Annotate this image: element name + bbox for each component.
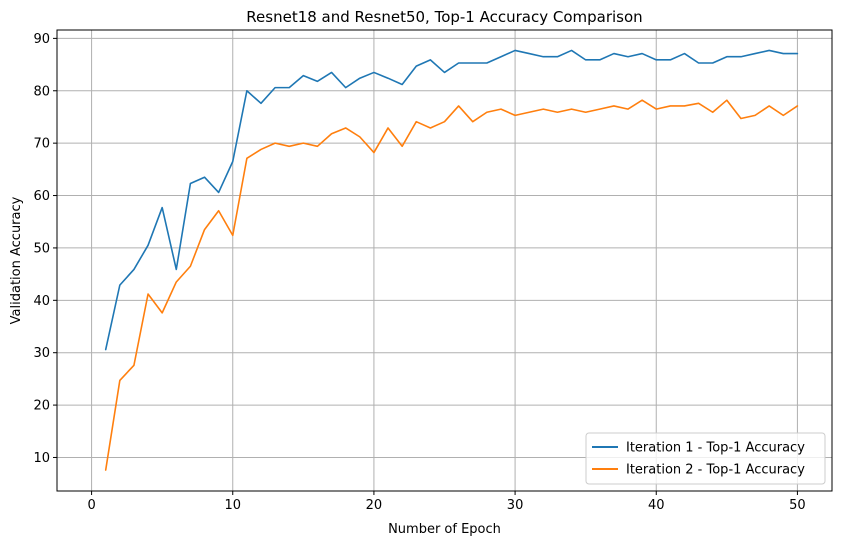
y-tick-label: 10 bbox=[33, 451, 50, 466]
y-axis-title: Validation Accuracy bbox=[9, 196, 24, 324]
legend-label-series-2: Iteration 2 - Top-1 Accuracy bbox=[626, 463, 805, 478]
legend-label-series-1: Iteration 1 - Top-1 Accuracy bbox=[626, 441, 805, 456]
x-axis-title: Number of Epoch bbox=[388, 522, 501, 537]
y-tick-label: 30 bbox=[33, 346, 50, 361]
x-tick-label: 0 bbox=[87, 498, 95, 513]
x-tick-label: 20 bbox=[366, 498, 383, 513]
y-axis-ticks: 10 20 30 40 50 60 70 80 90 bbox=[33, 32, 57, 466]
legend: Iteration 1 - Top-1 Accuracy Iteration 2… bbox=[585, 432, 826, 485]
y-tick-label: 70 bbox=[33, 137, 50, 152]
x-tick-label: 40 bbox=[648, 498, 665, 513]
x-tick-label: 50 bbox=[789, 498, 806, 513]
y-tick-label: 90 bbox=[33, 32, 50, 47]
chart-title: Resnet18 and Resnet50, Top-1 Accuracy Co… bbox=[246, 8, 642, 26]
x-axis-ticks: 0 10 20 30 40 50 bbox=[87, 491, 806, 513]
series-line-2 bbox=[104, 99, 799, 471]
y-tick-label: 60 bbox=[33, 189, 50, 204]
legend-box bbox=[585, 432, 826, 485]
series-lines bbox=[104, 49, 799, 471]
y-tick-label: 50 bbox=[33, 241, 50, 256]
grid-lines bbox=[57, 30, 832, 491]
y-tick-label: 80 bbox=[33, 84, 50, 99]
x-tick-label: 30 bbox=[507, 498, 524, 513]
y-tick-label: 40 bbox=[33, 294, 50, 309]
x-tick-label: 10 bbox=[224, 498, 241, 513]
y-tick-label: 20 bbox=[33, 399, 50, 414]
series-line-1 bbox=[104, 49, 799, 351]
plot-frame bbox=[56, 29, 833, 492]
